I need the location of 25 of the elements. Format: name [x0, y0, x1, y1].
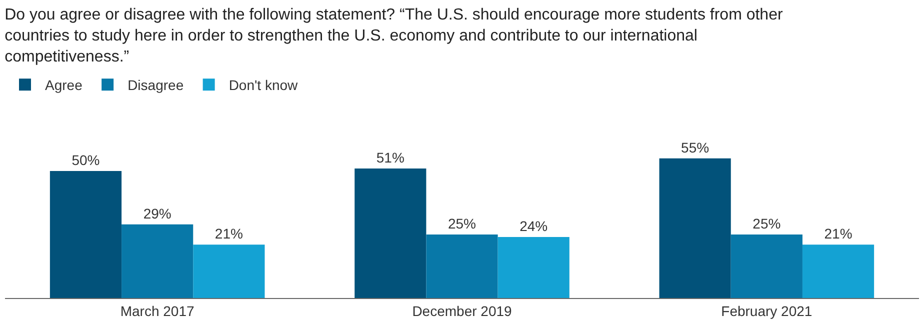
bar	[802, 244, 874, 298]
bar	[50, 171, 122, 298]
data-label: 55%	[681, 139, 710, 156]
legend-label: Don't know	[228, 77, 299, 94]
bar	[193, 244, 265, 298]
data-label: 29%	[143, 205, 172, 222]
legend-label: Agree	[45, 77, 83, 94]
bar	[730, 234, 802, 298]
legend-label: Disagree	[128, 77, 184, 94]
data-label: 25%	[448, 216, 476, 232]
data-label: 21%	[214, 226, 243, 242]
x-tick-label: February 2021	[721, 302, 812, 319]
bar	[659, 158, 731, 298]
data-label: 50%	[72, 152, 100, 168]
data-label: 25%	[752, 216, 781, 232]
chart-title: Do you agree or disagree with the following statement? “The U.S. should encourage more students from other countries to study here in order to strengthen the U.S. economy and contribute to our international competitiveness.”	[4, 6, 784, 66]
bar	[498, 237, 570, 298]
data-label: 21%	[824, 226, 852, 242]
bar	[122, 224, 194, 298]
bar	[354, 168, 426, 298]
data-label: 51%	[376, 150, 404, 166]
bar	[426, 234, 498, 298]
x-tick-label: December 2019	[412, 302, 512, 319]
data-label: 24%	[520, 218, 548, 234]
x-tick-label: March 2017	[120, 302, 195, 319]
